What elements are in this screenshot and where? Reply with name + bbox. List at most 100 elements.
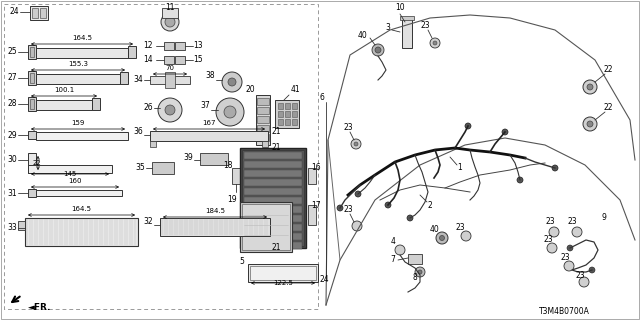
Text: 184.5: 184.5: [205, 208, 225, 214]
Bar: [244, 179, 302, 186]
Text: ◄FR.: ◄FR.: [28, 303, 51, 313]
Text: 22: 22: [604, 66, 612, 75]
Text: 26: 26: [143, 103, 153, 113]
Circle shape: [216, 98, 244, 126]
Circle shape: [572, 227, 582, 237]
Circle shape: [337, 205, 343, 211]
Text: 27: 27: [7, 74, 17, 83]
Bar: [28, 189, 36, 197]
Bar: [402, 18, 412, 48]
Text: 23: 23: [543, 236, 553, 244]
Bar: [292, 111, 297, 117]
Bar: [400, 16, 414, 20]
Bar: [28, 71, 36, 85]
Text: 23: 23: [567, 218, 577, 227]
Bar: [4, 4, 318, 309]
Text: 100.1: 100.1: [54, 87, 74, 93]
Text: 22: 22: [604, 103, 612, 113]
Circle shape: [583, 80, 597, 94]
Bar: [285, 103, 290, 109]
Bar: [240, 202, 292, 252]
Text: 14: 14: [143, 55, 153, 65]
Text: 40: 40: [358, 30, 368, 39]
Bar: [175, 42, 185, 50]
Text: 36: 36: [133, 127, 143, 137]
Bar: [257, 116, 269, 123]
Circle shape: [165, 17, 175, 27]
Bar: [248, 264, 318, 282]
Circle shape: [552, 165, 558, 171]
Text: 1: 1: [458, 164, 462, 172]
Text: 9: 9: [602, 213, 607, 222]
Bar: [25, 218, 138, 246]
Bar: [30, 6, 48, 20]
Text: 159: 159: [71, 120, 84, 126]
Text: 122.5: 122.5: [273, 280, 293, 286]
Text: 7: 7: [390, 255, 396, 265]
Text: 160: 160: [68, 178, 82, 184]
Circle shape: [415, 267, 425, 277]
Text: 21: 21: [271, 244, 281, 252]
Text: 23: 23: [455, 223, 465, 233]
Bar: [18, 221, 25, 230]
Bar: [275, 100, 299, 128]
Bar: [164, 42, 174, 50]
Circle shape: [564, 261, 574, 271]
Text: 41: 41: [290, 85, 300, 94]
Bar: [262, 141, 268, 147]
Text: 3: 3: [385, 23, 390, 33]
Text: 25: 25: [7, 47, 17, 57]
Bar: [308, 205, 316, 225]
Text: 39: 39: [183, 154, 193, 163]
Bar: [232, 168, 240, 184]
Text: T3M4B0700A: T3M4B0700A: [539, 308, 590, 316]
Bar: [408, 254, 422, 264]
Circle shape: [583, 117, 597, 131]
Text: 23: 23: [575, 270, 585, 279]
Text: 29: 29: [7, 131, 17, 140]
Circle shape: [587, 121, 593, 127]
Text: 11: 11: [165, 4, 175, 12]
Text: 35: 35: [135, 163, 145, 172]
Bar: [36, 74, 120, 84]
Text: 145: 145: [63, 171, 77, 177]
Text: 38: 38: [205, 71, 215, 81]
Text: 6: 6: [319, 93, 324, 102]
Text: 12: 12: [143, 42, 153, 51]
Circle shape: [440, 236, 445, 241]
Bar: [278, 119, 283, 125]
Bar: [244, 215, 302, 222]
Bar: [244, 224, 302, 231]
Circle shape: [222, 72, 242, 92]
Bar: [200, 153, 228, 165]
Bar: [28, 153, 36, 173]
Bar: [128, 46, 136, 58]
Text: 40: 40: [430, 226, 440, 235]
Text: 34: 34: [133, 76, 143, 84]
Circle shape: [547, 243, 557, 253]
Bar: [28, 165, 112, 173]
Bar: [40, 8, 46, 18]
Text: 23: 23: [560, 253, 570, 262]
Circle shape: [502, 129, 508, 135]
Text: 30: 30: [7, 156, 17, 164]
Bar: [28, 97, 36, 111]
Circle shape: [567, 245, 573, 251]
Circle shape: [589, 267, 595, 273]
Bar: [36, 190, 122, 196]
Circle shape: [465, 123, 471, 129]
Circle shape: [351, 139, 361, 149]
Text: 24: 24: [9, 7, 19, 17]
Text: 15: 15: [193, 55, 203, 65]
Bar: [150, 141, 156, 147]
Text: 21: 21: [271, 143, 281, 153]
Bar: [164, 56, 174, 64]
Circle shape: [354, 142, 358, 146]
Bar: [244, 197, 302, 204]
Circle shape: [418, 270, 422, 274]
Bar: [28, 45, 36, 59]
Text: 23: 23: [420, 20, 430, 29]
Bar: [242, 150, 304, 246]
Circle shape: [436, 232, 448, 244]
Circle shape: [433, 41, 437, 45]
